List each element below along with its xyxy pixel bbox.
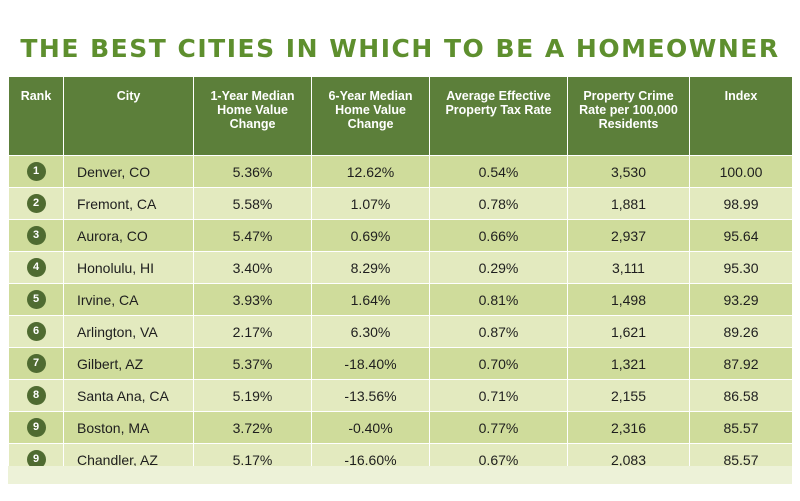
six-year-change-cell: -18.40% [311,347,430,380]
table-row: 9 Boston, MA 3.72% -0.40% 0.77% 2,316 85… [8,411,793,444]
tax-rate-cell: 0.78% [429,187,568,220]
crime-rate-cell: 2,316 [567,411,690,444]
crime-rate-cell: 3,530 [567,155,690,188]
homeowner-cities-table: Rank City 1-Year Median Home Value Chang… [8,76,793,476]
city-cell: Honolulu, HI [63,251,194,284]
six-year-change-cell: 0.69% [311,219,430,252]
header-property-tax-rate: Average Effective Property Tax Rate [429,76,568,156]
city-cell: Boston, MA [63,411,194,444]
tax-rate-cell: 0.71% [429,379,568,412]
crime-rate-cell: 1,881 [567,187,690,220]
table-row: 4 Honolulu, HI 3.40% 8.29% 0.29% 3,111 9… [8,251,793,284]
tax-rate-cell: 0.29% [429,251,568,284]
rank-badge: 9 [26,418,46,437]
index-cell: 93.29 [689,283,793,316]
rank-badge: 8 [26,386,46,405]
rank-cell: 6 [8,315,64,348]
six-year-change-cell: 1.07% [311,187,430,220]
index-cell: 86.58 [689,379,793,412]
city-cell: Santa Ana, CA [63,379,194,412]
six-year-change-cell: -13.56% [311,379,430,412]
index-cell: 87.92 [689,347,793,380]
city-cell: Fremont, CA [63,187,194,220]
rank-cell: 4 [8,251,64,284]
tax-rate-cell: 0.87% [429,315,568,348]
rank-cell: 7 [8,347,64,380]
city-cell: Aurora, CO [63,219,194,252]
rank-badge: 4 [26,258,46,277]
six-year-change-cell: -0.40% [311,411,430,444]
one-year-change-cell: 5.58% [193,187,312,220]
one-year-change-cell: 5.36% [193,155,312,188]
crime-rate-cell: 2,937 [567,219,690,252]
rank-badge: 2 [26,194,46,213]
rank-cell: 5 [8,283,64,316]
rank-badge: 5 [26,290,46,309]
table-row: 8 Santa Ana, CA 5.19% -13.56% 0.71% 2,15… [8,379,793,412]
table-row: 3 Aurora, CO 5.47% 0.69% 0.66% 2,937 95.… [8,219,793,252]
city-cell: Arlington, VA [63,315,194,348]
index-cell: 95.30 [689,251,793,284]
rank-badge: 3 [26,226,46,245]
rank-badge: 1 [26,162,46,181]
rank-badge: 7 [26,354,46,373]
rank-badge: 9 [26,450,46,469]
rank-cell: 8 [8,379,64,412]
table-header-row: Rank City 1-Year Median Home Value Chang… [8,76,793,156]
crime-rate-cell: 1,621 [567,315,690,348]
header-property-crime-rate: Property Crime Rate per 100,000 Resident… [567,76,690,156]
footer-stripe [8,466,792,484]
one-year-change-cell: 3.40% [193,251,312,284]
index-cell: 100.00 [689,155,793,188]
table-row: 1 Denver, CO 5.36% 12.62% 0.54% 3,530 10… [8,155,793,188]
city-cell: Denver, CO [63,155,194,188]
rank-cell: 1 [8,155,64,188]
header-index: Index [689,76,793,156]
table-row: 6 Arlington, VA 2.17% 6.30% 0.87% 1,621 … [8,315,793,348]
city-cell: Gilbert, AZ [63,347,194,380]
rank-badge: 6 [26,322,46,341]
index-cell: 98.99 [689,187,793,220]
six-year-change-cell: 6.30% [311,315,430,348]
header-city: City [63,76,194,156]
table-row: 7 Gilbert, AZ 5.37% -18.40% 0.70% 1,321 … [8,347,793,380]
page-title: THE BEST CITIES IN WHICH TO BE A HOMEOWN… [20,34,780,63]
one-year-change-cell: 5.47% [193,219,312,252]
crime-rate-cell: 2,155 [567,379,690,412]
six-year-change-cell: 12.62% [311,155,430,188]
header-rank: Rank [8,76,64,156]
crime-rate-cell: 3,111 [567,251,690,284]
one-year-change-cell: 2.17% [193,315,312,348]
one-year-change-cell: 5.37% [193,347,312,380]
six-year-change-cell: 1.64% [311,283,430,316]
city-cell: Irvine, CA [63,283,194,316]
table-row: 5 Irvine, CA 3.93% 1.64% 0.81% 1,498 93.… [8,283,793,316]
header-six-year-change: 6-Year Median Home Value Change [311,76,430,156]
rank-cell: 2 [8,187,64,220]
table-row: 2 Fremont, CA 5.58% 1.07% 0.78% 1,881 98… [8,187,793,220]
rank-cell: 3 [8,219,64,252]
crime-rate-cell: 1,321 [567,347,690,380]
rank-cell: 9 [8,411,64,444]
tax-rate-cell: 0.70% [429,347,568,380]
one-year-change-cell: 3.72% [193,411,312,444]
tax-rate-cell: 0.66% [429,219,568,252]
six-year-change-cell: 8.29% [311,251,430,284]
crime-rate-cell: 1,498 [567,283,690,316]
tax-rate-cell: 0.54% [429,155,568,188]
tax-rate-cell: 0.81% [429,283,568,316]
index-cell: 89.26 [689,315,793,348]
tax-rate-cell: 0.77% [429,411,568,444]
one-year-change-cell: 3.93% [193,283,312,316]
index-cell: 85.57 [689,411,793,444]
header-one-year-change: 1-Year Median Home Value Change [193,76,312,156]
index-cell: 95.64 [689,219,793,252]
one-year-change-cell: 5.19% [193,379,312,412]
